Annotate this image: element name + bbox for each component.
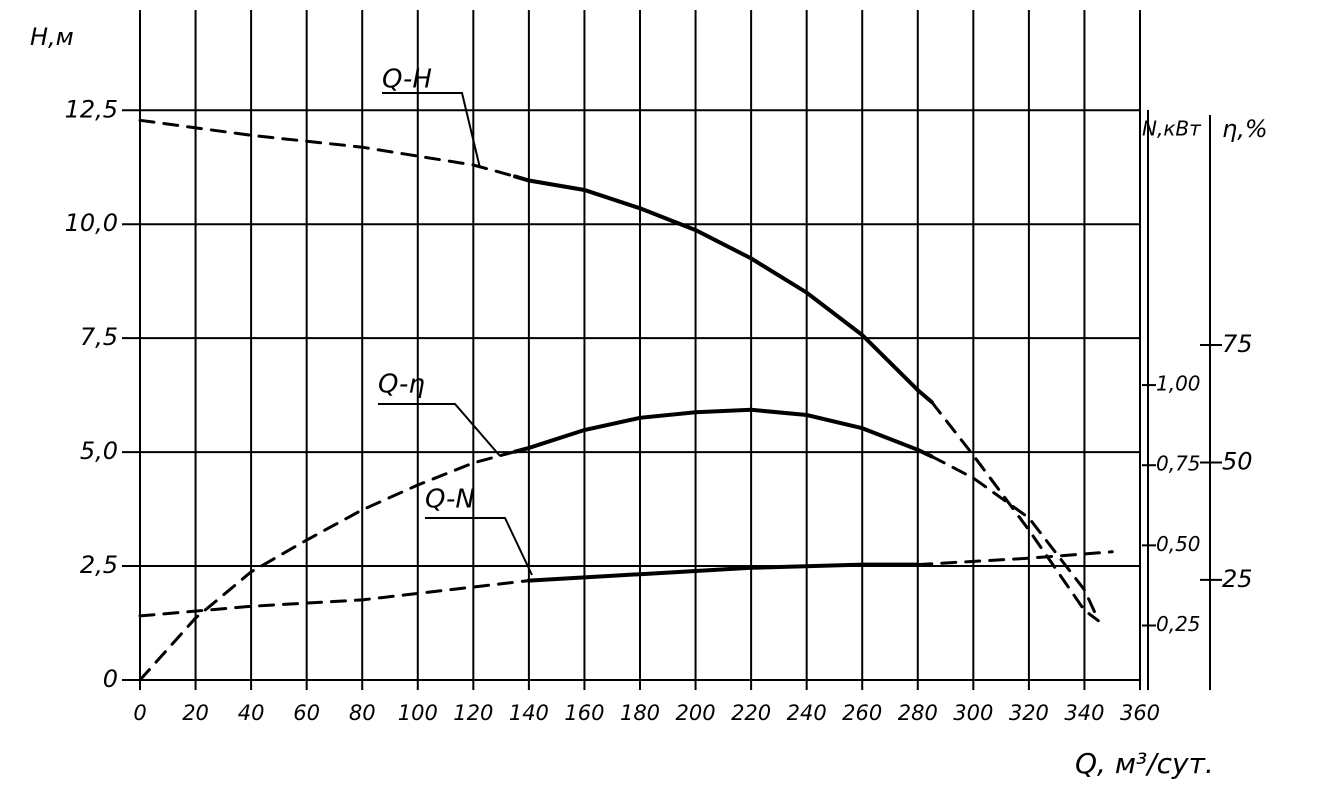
x-tick-label: 300 — [953, 701, 993, 725]
x-tick-label: 320 — [1009, 701, 1049, 725]
y3-tick-label: 75 — [1222, 330, 1253, 358]
y-tick-label: 2,5 — [80, 551, 118, 579]
curve-dashed — [138, 450, 517, 682]
x-tick-label: 0 — [133, 701, 146, 725]
x-tick-label: 40 — [238, 701, 265, 725]
x-tick-label: 280 — [898, 701, 938, 725]
y-axis-label: H,м — [30, 23, 74, 51]
y-tick-label: 0 — [103, 665, 118, 693]
curve-solid — [513, 174, 934, 404]
curve-solid — [513, 407, 934, 459]
x-tick-label: 340 — [1064, 701, 1104, 725]
y-tick-label: 7,5 — [80, 323, 118, 351]
curve-dashed — [930, 454, 1100, 622]
curve-label: Q-N — [425, 485, 475, 515]
x-tick-label: 260 — [842, 701, 882, 725]
x-tick-label: 120 — [453, 701, 493, 725]
leader-line — [425, 517, 533, 576]
x-tick-label: 80 — [349, 701, 376, 725]
y2-axis-label: N,кВт — [1142, 117, 1202, 141]
curve-dashed — [930, 400, 1100, 623]
y3-tick-label: 50 — [1222, 447, 1253, 475]
x-tick-label: 20 — [182, 701, 209, 725]
y3-axis-label: η,% — [1222, 115, 1268, 143]
x-tick-label: 140 — [509, 701, 549, 725]
y-tick-label: 5,0 — [80, 437, 118, 465]
y2-tick-label: 0,50 — [1156, 532, 1201, 556]
curve-dashed — [916, 550, 1114, 567]
x-axis-label: Q, м³/сут. — [1075, 747, 1214, 780]
leader-line — [382, 92, 481, 169]
y2-tick-label: 0,75 — [1156, 452, 1201, 476]
leader-line — [378, 403, 501, 457]
curve-dashed — [138, 118, 517, 178]
x-tick-label: 160 — [564, 701, 604, 725]
x-tick-label: 60 — [293, 701, 320, 725]
curve-dashed — [138, 579, 531, 618]
y2-tick-label: 0,25 — [1156, 612, 1201, 636]
x-tick-label: 240 — [787, 701, 827, 725]
y-tick-label: 10,0 — [65, 209, 118, 237]
x-tick-label: 100 — [398, 701, 438, 725]
x-tick-label: 200 — [676, 701, 716, 725]
y-tick-label: 12,5 — [65, 95, 118, 123]
curve-label: Q-η — [378, 370, 425, 400]
x-tick-label: 220 — [731, 701, 771, 725]
x-tick-label: 180 — [620, 701, 660, 725]
curve-solid — [526, 562, 920, 583]
x-tick-label: 360 — [1120, 701, 1160, 725]
curve-label: Q-H — [382, 65, 432, 95]
y2-tick-label: 1,00 — [1156, 372, 1201, 396]
y3-tick-label: 25 — [1222, 565, 1253, 593]
